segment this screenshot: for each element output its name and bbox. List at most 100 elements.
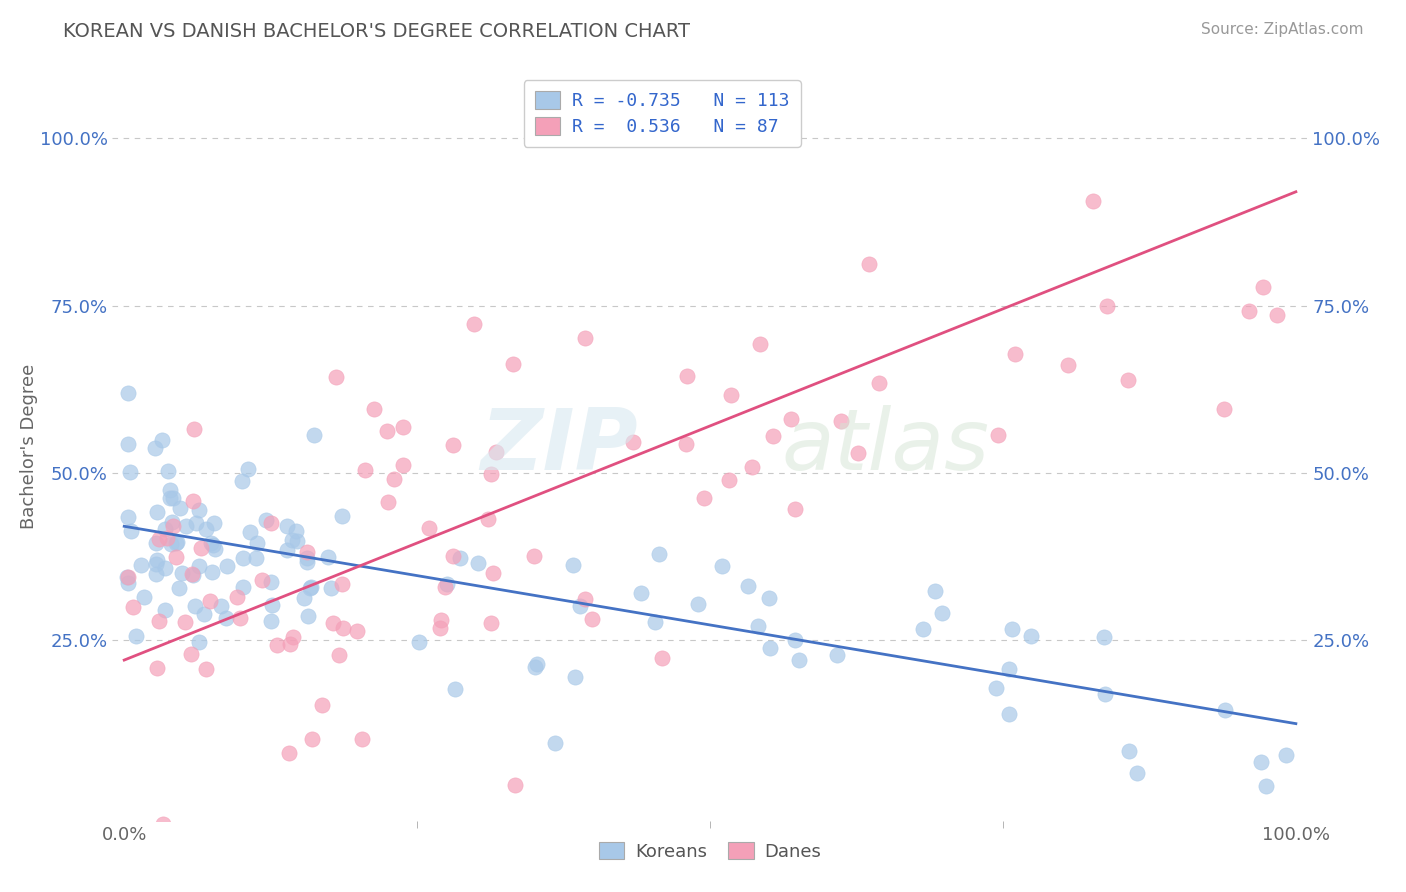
Point <box>183 599 205 613</box>
Point <box>174 518 197 533</box>
Point <box>202 538 225 552</box>
Point <box>186 516 208 530</box>
Point <box>675 437 697 451</box>
Point <box>281 630 304 644</box>
Point <box>129 558 152 572</box>
Point <box>408 635 430 649</box>
Point <box>153 522 176 536</box>
Point <box>162 516 184 530</box>
Point <box>157 464 180 478</box>
Point <box>429 621 451 635</box>
Point <box>190 541 212 556</box>
Point <box>188 502 211 516</box>
Point <box>117 569 139 583</box>
Point <box>165 549 187 564</box>
Text: KOREAN VS DANISH BACHELOR'S DEGREE CORRELATION CHART: KOREAN VS DANISH BACHELOR'S DEGREE CORRE… <box>63 22 690 41</box>
Point <box>503 778 526 792</box>
Point <box>1275 747 1298 762</box>
Point <box>153 560 176 574</box>
Point <box>239 525 262 540</box>
Point <box>226 591 249 605</box>
Point <box>231 474 253 488</box>
Point <box>245 551 267 566</box>
Point <box>297 550 319 565</box>
Point <box>325 369 347 384</box>
Point <box>1001 622 1024 636</box>
Point <box>651 650 673 665</box>
Point <box>623 434 645 449</box>
Point <box>280 637 302 651</box>
Point <box>523 659 546 673</box>
Point <box>377 495 399 509</box>
Point <box>382 472 405 486</box>
Point <box>429 613 451 627</box>
Point <box>145 557 167 571</box>
Point <box>748 337 770 351</box>
Point <box>301 732 323 747</box>
Point <box>718 473 741 487</box>
Point <box>238 462 260 476</box>
Point <box>392 420 415 434</box>
Point <box>132 590 155 604</box>
Point <box>215 611 238 625</box>
Point <box>354 463 377 477</box>
Point <box>780 412 803 426</box>
Point <box>741 460 763 475</box>
Point <box>302 427 325 442</box>
Point <box>912 622 935 636</box>
Point <box>124 629 146 643</box>
Point <box>299 580 322 594</box>
Point <box>1019 629 1042 643</box>
Point <box>266 639 288 653</box>
Point <box>281 533 304 548</box>
Point <box>148 614 170 628</box>
Point <box>146 553 169 567</box>
Point <box>1237 304 1260 318</box>
Point <box>328 648 350 663</box>
Point <box>783 501 806 516</box>
Point <box>246 536 269 550</box>
Point <box>747 618 769 632</box>
Point <box>321 581 343 595</box>
Point <box>122 600 145 615</box>
Point <box>858 257 880 271</box>
Point <box>295 545 318 559</box>
Point <box>162 519 184 533</box>
Point <box>155 603 177 617</box>
Point <box>145 441 167 455</box>
Point <box>762 429 785 443</box>
Point <box>169 501 191 516</box>
Point <box>352 732 374 747</box>
Point <box>145 536 167 550</box>
Point <box>825 648 848 662</box>
Legend: Koreans, Danes: Koreans, Danes <box>592 835 828 868</box>
Point <box>181 494 204 508</box>
Point <box>433 580 456 594</box>
Point <box>120 524 142 538</box>
Point <box>1094 630 1116 644</box>
Point <box>195 662 218 676</box>
Point <box>720 388 742 402</box>
Point <box>277 746 299 760</box>
Point <box>156 531 179 545</box>
Point <box>1254 50 1277 64</box>
Point <box>148 532 170 546</box>
Point <box>630 586 652 600</box>
Point <box>117 509 139 524</box>
Point <box>846 446 869 460</box>
Point <box>1094 687 1116 701</box>
Point <box>686 597 709 611</box>
Point <box>1251 280 1274 294</box>
Point <box>436 577 458 591</box>
Point <box>260 516 283 530</box>
Point <box>172 566 194 580</box>
Point <box>204 541 226 556</box>
Point <box>1213 703 1236 717</box>
Point <box>868 376 890 390</box>
Point <box>198 593 221 607</box>
Point <box>152 433 174 447</box>
Point <box>316 550 339 565</box>
Point <box>166 534 188 549</box>
Point <box>1118 373 1140 387</box>
Point <box>173 615 195 629</box>
